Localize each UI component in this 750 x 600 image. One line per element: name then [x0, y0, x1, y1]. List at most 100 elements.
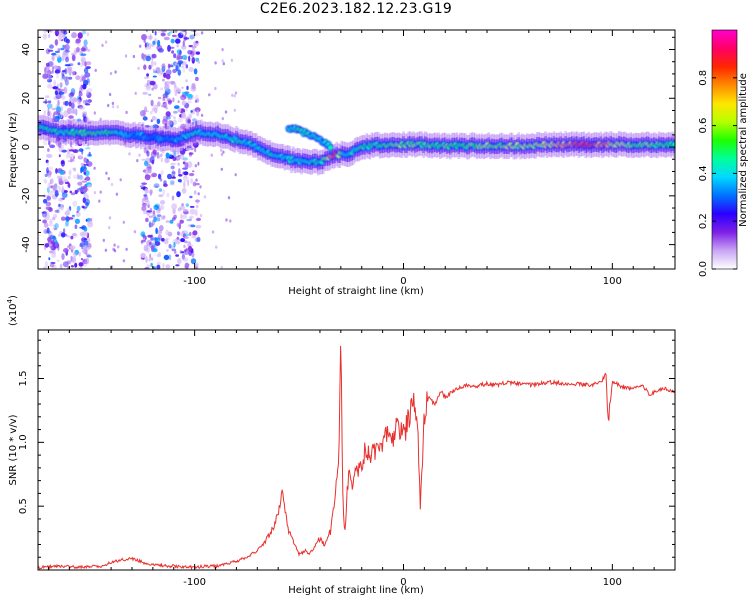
noise-speckle: [194, 164, 197, 168]
noise-speckle: [210, 153, 213, 157]
x-tick-label: 100: [603, 276, 622, 287]
noise-speckle: [177, 232, 183, 237]
noise-speckle: [177, 143, 182, 147]
noise-speckle: [181, 187, 187, 194]
noise-speckle: [99, 117, 102, 121]
noise-speckle: [149, 34, 152, 41]
noise-speckle: [191, 56, 196, 62]
noise-speckle: [128, 152, 131, 156]
noise-speckle: [49, 218, 53, 225]
noise-speckle: [73, 50, 78, 56]
noise-speckle: [191, 235, 197, 239]
spectrogram-x-ticks: -100 0 100: [47, 30, 676, 287]
noise-speckle: [85, 188, 89, 191]
noise-speckle: [165, 229, 169, 236]
noise-speckle: [59, 82, 63, 88]
noise-speckle: [157, 39, 161, 47]
noise-speckle: [141, 34, 147, 41]
noise-speckle: [64, 100, 70, 106]
noise-speckle: [159, 205, 165, 211]
noise-speckle: [111, 105, 115, 109]
noise-speckle: [46, 227, 50, 234]
noise-speckle: [44, 210, 50, 216]
noise-speckle: [154, 203, 161, 209]
noise-speckle: [186, 101, 192, 104]
noise-speckle: [72, 71, 77, 76]
noise-speckle: [61, 149, 67, 153]
colorbar-frame: [711, 29, 738, 270]
noise-speckle: [195, 204, 199, 209]
noise-speckle: [183, 171, 189, 176]
noise-speckle: [43, 178, 48, 184]
noise-speckle: [87, 221, 93, 228]
noise-speckle: [133, 230, 137, 234]
noise-speckle: [82, 247, 88, 254]
noise-speckle: [152, 75, 157, 78]
noise-speckle: [173, 116, 176, 120]
noise-speckle: [60, 216, 66, 221]
noise-speckle: [156, 237, 161, 242]
noise-speckle: [177, 151, 180, 155]
noise-speckle: [191, 251, 195, 258]
noise-speckle: [46, 154, 53, 158]
noise-speckle: [73, 233, 78, 238]
spectrogram-marks: [38, 30, 675, 269]
noise-speckle: [220, 265, 223, 269]
noise-speckle: [85, 257, 90, 265]
noise-speckle: [85, 176, 90, 181]
noise-speckle: [62, 74, 66, 80]
noise-speckle: [59, 138, 64, 142]
noise-speckle: [179, 147, 183, 152]
noise-speckle: [67, 245, 70, 248]
noise-speckle: [42, 73, 49, 79]
noise-speckle: [48, 220, 53, 225]
noise-speckle: [175, 254, 180, 257]
noise-speckle: [124, 54, 128, 58]
noise-speckle: [163, 183, 168, 187]
noise-speckle: [156, 261, 161, 266]
noise-speckle: [175, 264, 180, 267]
noise-speckle: [125, 247, 128, 251]
noise-speckle: [222, 62, 225, 66]
noise-speckle: [196, 109, 200, 117]
snr-background: [38, 330, 675, 570]
noise-speckle: [152, 83, 158, 90]
noise-speckle: [75, 211, 81, 218]
noise-speckle: [156, 214, 162, 218]
noise-speckle: [52, 113, 56, 120]
noise-speckle: [86, 78, 90, 83]
noise-speckle: [192, 230, 198, 236]
noise-speckle: [70, 108, 77, 114]
noise-speckle: [68, 63, 74, 66]
noise-speckle: [76, 42, 82, 47]
noise-speckle: [67, 67, 72, 71]
noise-speckle: [152, 149, 157, 155]
noise-speckle: [141, 205, 147, 212]
noise-speckle: [153, 244, 156, 251]
noise-speckle: [177, 69, 182, 76]
noise-speckle: [42, 101, 49, 104]
noise-speckle: [136, 159, 139, 163]
noise-speckle: [189, 217, 193, 221]
noise-speckle: [80, 162, 86, 167]
noise-speckle: [144, 106, 148, 113]
noise-speckle: [55, 168, 58, 174]
noise-speckle: [42, 198, 48, 204]
colorbar-tick-label: 0.8: [698, 70, 709, 86]
noise-speckle: [58, 198, 63, 202]
noise-speckle: [81, 30, 87, 35]
noise-speckle: [177, 179, 182, 183]
noise-speckle: [151, 53, 157, 59]
noise-speckle: [42, 33, 48, 40]
noise-speckle: [188, 152, 194, 155]
noise-speckle: [171, 195, 175, 201]
noise-speckle: [166, 192, 170, 198]
noise-speckle: [109, 71, 113, 76]
noise-speckle: [55, 54, 61, 59]
noise-speckle: [184, 108, 188, 112]
noise-speckle: [163, 72, 167, 78]
noise-speckle: [73, 174, 78, 179]
x-tick-label: 100: [603, 577, 622, 588]
noise-speckle: [80, 47, 86, 52]
noise-speckle: [184, 240, 188, 244]
